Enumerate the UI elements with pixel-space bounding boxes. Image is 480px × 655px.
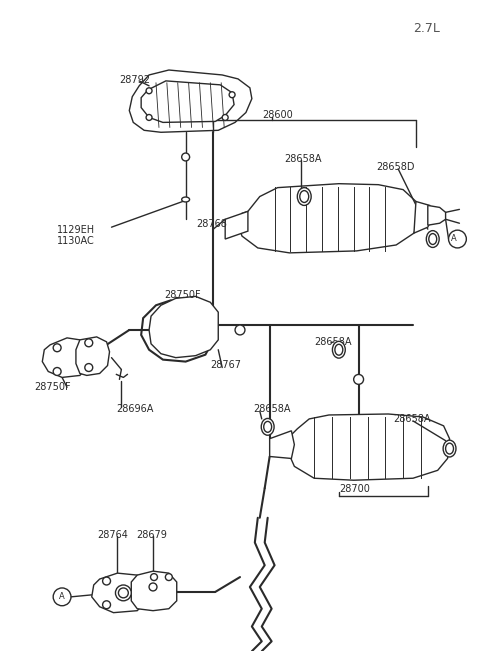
- Circle shape: [116, 585, 131, 601]
- Polygon shape: [238, 183, 420, 253]
- Text: 28768: 28768: [196, 219, 228, 229]
- Circle shape: [146, 88, 152, 94]
- Ellipse shape: [333, 341, 345, 358]
- Polygon shape: [141, 81, 234, 122]
- Text: 28658A: 28658A: [285, 154, 322, 164]
- Polygon shape: [270, 431, 294, 458]
- Ellipse shape: [443, 440, 456, 457]
- Polygon shape: [76, 337, 109, 375]
- Text: 28679: 28679: [136, 530, 167, 540]
- Text: 28767: 28767: [210, 360, 241, 369]
- Circle shape: [448, 230, 467, 248]
- Ellipse shape: [426, 231, 439, 248]
- Circle shape: [166, 574, 172, 580]
- Circle shape: [182, 153, 190, 161]
- Polygon shape: [129, 70, 252, 132]
- Circle shape: [53, 588, 71, 606]
- Circle shape: [53, 367, 61, 375]
- Text: 2.7L: 2.7L: [413, 22, 440, 35]
- Text: 28792: 28792: [120, 75, 150, 85]
- Text: 28764: 28764: [97, 530, 129, 540]
- Ellipse shape: [300, 191, 309, 202]
- Polygon shape: [92, 573, 145, 612]
- Ellipse shape: [335, 345, 343, 355]
- Circle shape: [103, 601, 110, 608]
- Ellipse shape: [261, 419, 274, 435]
- Circle shape: [149, 583, 157, 591]
- Text: 28658A: 28658A: [253, 404, 290, 414]
- Circle shape: [222, 115, 228, 121]
- Circle shape: [53, 344, 61, 352]
- Circle shape: [85, 339, 93, 346]
- Circle shape: [151, 574, 157, 580]
- Polygon shape: [428, 206, 445, 225]
- Text: 28696A: 28696A: [117, 404, 154, 414]
- Circle shape: [229, 92, 235, 98]
- Text: 28658A: 28658A: [393, 414, 431, 424]
- Circle shape: [354, 375, 363, 384]
- Polygon shape: [225, 212, 248, 239]
- Text: 1130AC: 1130AC: [57, 236, 95, 246]
- Polygon shape: [42, 338, 87, 377]
- Text: 1129EH: 1129EH: [57, 225, 95, 235]
- Ellipse shape: [445, 443, 454, 454]
- Circle shape: [103, 577, 110, 585]
- Text: 28658A: 28658A: [314, 337, 352, 347]
- Text: 28750F: 28750F: [164, 290, 201, 301]
- Polygon shape: [131, 571, 177, 610]
- Text: 28658D: 28658D: [376, 162, 415, 172]
- Circle shape: [146, 115, 152, 121]
- Polygon shape: [141, 301, 213, 362]
- Polygon shape: [288, 414, 450, 480]
- Text: A: A: [59, 592, 65, 601]
- Text: 28600: 28600: [263, 109, 293, 120]
- Polygon shape: [414, 202, 433, 233]
- Polygon shape: [149, 296, 218, 358]
- Ellipse shape: [429, 234, 437, 244]
- Circle shape: [235, 325, 245, 335]
- Text: 28700: 28700: [339, 484, 370, 494]
- Ellipse shape: [182, 197, 190, 202]
- Ellipse shape: [297, 187, 311, 206]
- Text: A: A: [451, 234, 456, 242]
- Ellipse shape: [264, 421, 272, 432]
- Text: A: A: [451, 231, 456, 240]
- Circle shape: [119, 588, 128, 598]
- Circle shape: [85, 364, 93, 371]
- Text: 28750F: 28750F: [35, 383, 71, 392]
